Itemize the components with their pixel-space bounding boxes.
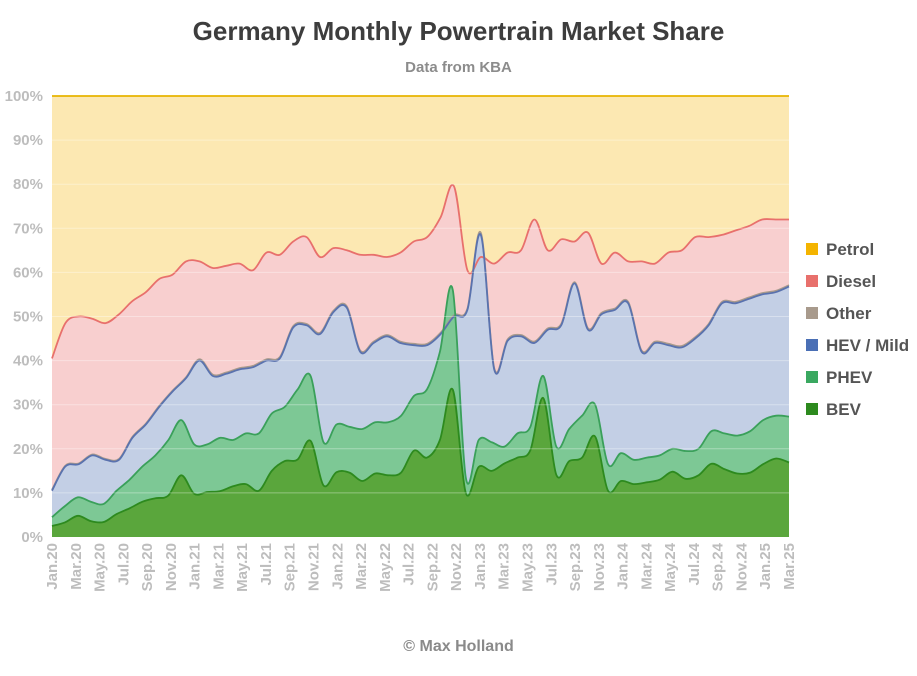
x-tick-label: Sep.23 — [567, 543, 584, 591]
legend-label: Other — [826, 304, 872, 323]
x-tick-label: Jan.20 — [44, 543, 61, 590]
x-tick-label: Nov.24 — [734, 542, 751, 591]
y-tick-label: 60% — [13, 264, 43, 281]
y-tick-label: 100% — [5, 88, 43, 105]
x-tick-label: Jan.23 — [472, 543, 489, 590]
x-tick-label: Mar.23 — [496, 543, 513, 590]
legend-swatch — [806, 243, 818, 255]
y-tick-label: 50% — [13, 309, 43, 326]
x-tick-label: Sep.21 — [282, 543, 299, 591]
x-axis: Jan.20 Mar.20 May.20 Jul.20 Sep.20 Nov.20 Jan.… — [44, 542, 798, 592]
x-tick-label: May.24 — [662, 542, 679, 592]
y-tick-label: 10% — [13, 485, 43, 502]
legend-swatch — [806, 307, 818, 319]
x-tick-label: Nov.23 — [591, 543, 608, 591]
y-tick-label: 80% — [13, 176, 43, 193]
legend-swatch — [806, 403, 818, 415]
x-tick-label: Mar.20 — [68, 543, 85, 590]
chart-title: Germany Monthly Powertrain Market Share — [192, 16, 725, 46]
x-tick-label: May.20 — [92, 543, 109, 592]
x-tick-label: Nov.21 — [306, 543, 323, 591]
y-tick-label: 40% — [13, 353, 43, 370]
x-tick-label: Mar.25 — [781, 543, 798, 590]
x-tick-label: Nov.22 — [448, 543, 465, 591]
x-tick-label: Nov.20 — [163, 543, 180, 591]
x-tick-label: May.22 — [377, 543, 394, 592]
x-tick-label: May.21 — [234, 543, 251, 592]
legend-label: Petrol — [826, 240, 874, 259]
x-tick-label: Mar.24 — [638, 542, 655, 589]
area-bev — [52, 388, 789, 537]
x-tick-label: Jul.20 — [115, 543, 132, 586]
x-tick-label: Jul.21 — [258, 543, 275, 586]
line-hev-mild — [51, 233, 790, 492]
legend-label: PHEV — [826, 368, 873, 387]
x-tick-label: Sep.24 — [710, 542, 727, 591]
legend-swatch — [806, 371, 818, 383]
legend-label: Diesel — [826, 272, 876, 291]
chart-subtitle: Data from KBA — [405, 59, 512, 76]
x-tick-label: Jul.23 — [543, 543, 560, 586]
x-tick-label: Jan.24 — [615, 542, 632, 589]
x-tick-label: Sep.20 — [139, 543, 156, 591]
y-tick-label: 30% — [13, 397, 43, 414]
y-tick-label: 90% — [13, 132, 43, 149]
y-tick-label: 0% — [21, 529, 43, 546]
x-tick-label: Mar.22 — [353, 543, 370, 590]
y-tick-label: 20% — [13, 441, 43, 458]
x-tick-label: Jul.24 — [686, 542, 703, 585]
y-axis: 0% 10% 20% 30% 40% 50% 60% 70% 80% 90% 100% — [5, 88, 43, 546]
area-phev — [52, 285, 789, 537]
x-tick-label: May.23 — [520, 543, 537, 592]
legend-label: BEV — [826, 400, 862, 419]
legend-swatch — [806, 339, 818, 351]
credit-text: © Max Holland — [403, 638, 514, 655]
legend-label: HEV / Mild — [826, 336, 909, 355]
x-tick-label: Mar.21 — [210, 543, 227, 590]
x-tick-label: Jan.25 — [757, 543, 774, 590]
x-tick-label: Jan.22 — [329, 543, 346, 590]
gridlines — [52, 139, 789, 494]
line-diesel — [51, 183, 789, 359]
x-tick-label: Sep.22 — [424, 543, 441, 591]
y-tick-label: 70% — [13, 220, 43, 237]
legend: Petrol Diesel Other HEV / Mild PHEV BEV — [806, 240, 909, 419]
series-lines — [51, 95, 790, 527]
line-bev — [51, 387, 790, 527]
area-layers — [52, 96, 789, 537]
x-tick-label: Jan.21 — [187, 543, 204, 590]
legend-swatch — [806, 275, 818, 287]
line-phev — [51, 285, 790, 518]
x-tick-label: Jul.22 — [401, 543, 418, 586]
